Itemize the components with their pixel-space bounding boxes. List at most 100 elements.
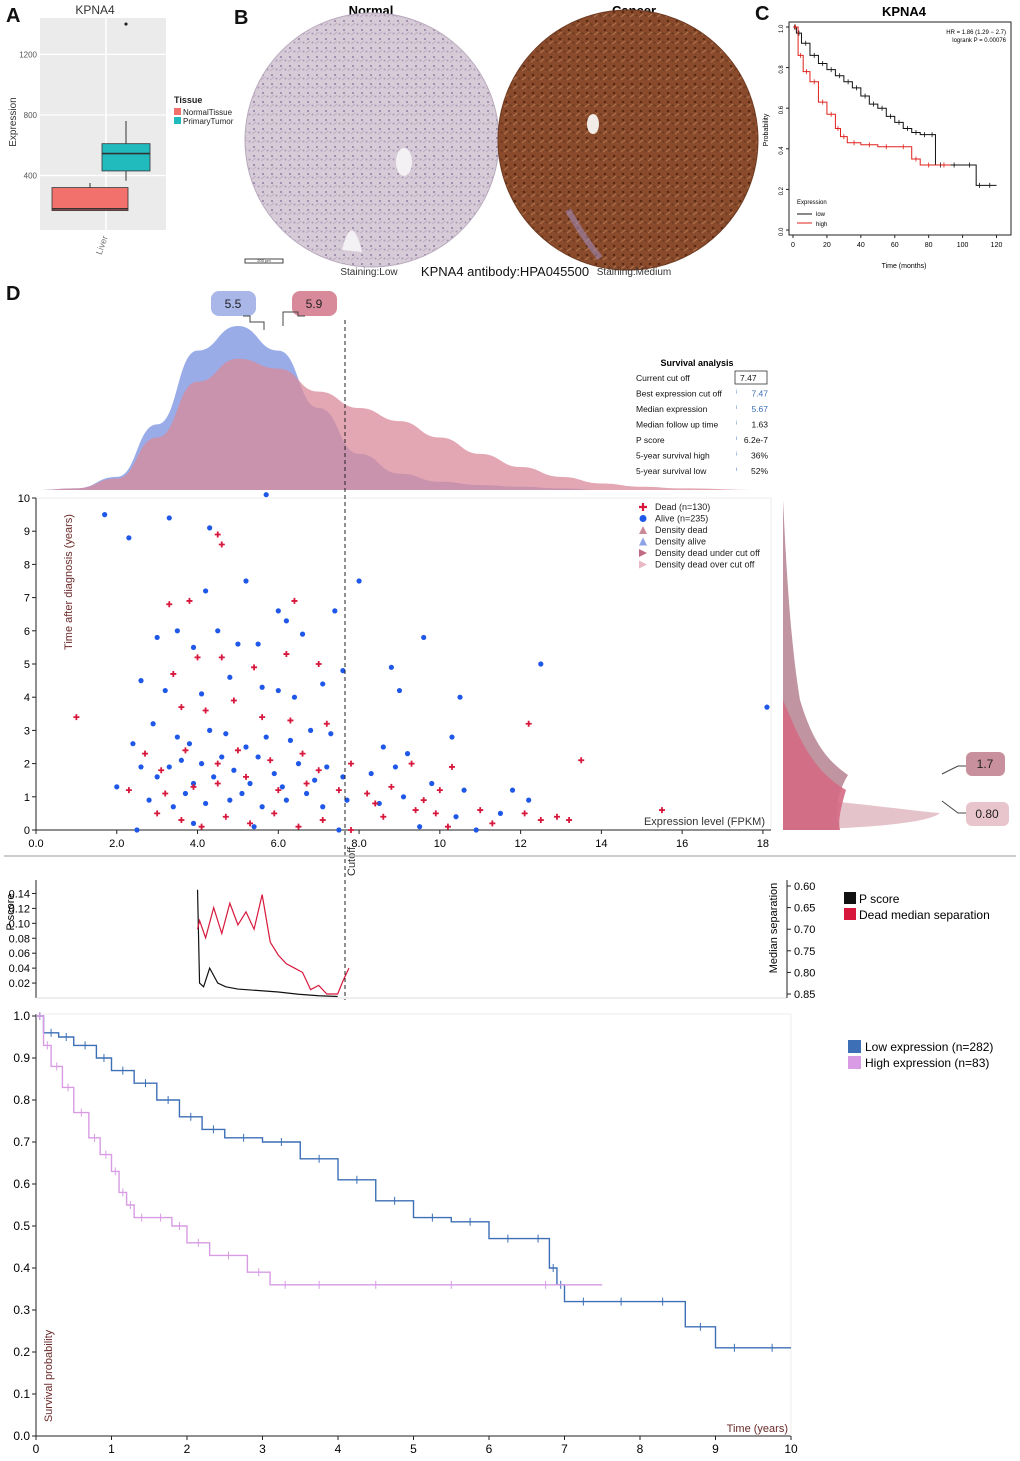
alive-point	[215, 628, 221, 634]
alive-point	[340, 774, 346, 780]
scatter-y-tick-label: 9	[24, 526, 30, 538]
scatter-x-tick-label: 4.0	[190, 838, 205, 850]
scatter-y-tick-label: 2	[24, 759, 30, 771]
alive-point	[182, 790, 189, 797]
legend-mark-density	[639, 526, 647, 534]
alive-point	[275, 608, 281, 614]
dead-point	[234, 747, 241, 754]
right-density-over-badge	[966, 802, 1009, 826]
box-PrimaryTumor	[101, 143, 151, 172]
median-separation-line	[196, 894, 350, 995]
right-density-under-value: 1.7	[977, 757, 994, 771]
km-c-curves	[793, 24, 997, 188]
dead-point	[178, 704, 185, 711]
km-x-tick-label: 1	[108, 1442, 115, 1456]
density-dead-connector	[282, 311, 305, 326]
pscore-y-label: P score	[5, 893, 17, 930]
survival-row-info-icon: i	[736, 436, 737, 442]
alive-point	[461, 787, 467, 793]
km-c-y-tick-label: 0.4	[779, 146, 785, 155]
scatter-x-tick-label: 12	[514, 838, 526, 850]
alive-point	[170, 804, 176, 810]
panel-b-label: B	[234, 7, 248, 29]
alive-point	[328, 731, 334, 737]
km-c-title: KPNA4	[882, 4, 927, 19]
alive-point	[320, 681, 326, 687]
alive-point	[453, 814, 459, 820]
dead-point	[408, 760, 415, 767]
density-alive-value: 5.5	[225, 297, 242, 311]
alive-point	[308, 727, 314, 734]
scatter-legend-label: Density dead under cut off	[655, 548, 760, 558]
panel-c-km: C KPNA4 HR = 1.86 (1.29 − 2.7) logrank P…	[755, 3, 1012, 270]
right-density-over-value: 0.80	[975, 807, 999, 821]
km-c-y-tick-label: 0.8	[779, 65, 785, 74]
scatter-legend-label: Alive (n=235)	[655, 514, 708, 524]
dead-point	[194, 654, 201, 661]
ihc-cancer-vessel	[587, 114, 599, 134]
km-y-tick-label: 0.7	[13, 1135, 30, 1149]
dead-point	[303, 780, 310, 787]
alive-point	[146, 797, 152, 803]
alive-point	[190, 780, 197, 787]
km-x-tick-label: 6	[486, 1442, 493, 1456]
survival-row-info-icon: i	[736, 390, 737, 396]
survival-cutoff-input	[734, 370, 768, 385]
km-c-hr: HR = 1.86 (1.29 − 2.7)	[946, 30, 1006, 36]
legend-label-tumor: PrimaryTumor	[183, 117, 234, 126]
alive-point	[166, 764, 172, 770]
km-y-tick-label: 0.1	[13, 1387, 30, 1401]
km-c-frame	[788, 21, 1012, 236]
km-c-y-tick-label: 1.0	[779, 24, 785, 33]
dead-point	[295, 823, 302, 830]
scatter-y-tick-label: 4	[24, 692, 30, 704]
dead-point	[267, 757, 274, 764]
alive-point	[291, 694, 298, 700]
km-x-tick-label: 2	[184, 1442, 191, 1456]
dead-point	[553, 813, 560, 820]
scatter-x-tick-label: 6.0	[271, 838, 286, 850]
pscore-left-tick-label: 0.06	[9, 948, 30, 960]
alive-point	[764, 704, 770, 710]
alive-point	[396, 687, 403, 694]
km-y-tick-label: 0.2	[13, 1345, 30, 1359]
dead-point	[214, 780, 221, 787]
alive-point	[223, 731, 229, 737]
scatter-legend-label: Dead (n=130)	[655, 502, 710, 512]
right-density-dead-area	[783, 700, 846, 830]
survival-row-info-icon: i	[736, 452, 737, 458]
scatter-y-tick-label: 6	[24, 626, 30, 638]
pscore-legend-swatch	[844, 892, 856, 904]
alive-point	[227, 674, 233, 680]
survival-row-value: 52%	[751, 466, 768, 476]
km-x-tick-label: 0	[33, 1442, 40, 1456]
dead-point	[335, 787, 342, 794]
alive-point	[203, 588, 209, 594]
panel-b-ihc: B Normal Cancer 200 µm Staining:Low Stai…	[234, 3, 759, 279]
km-y-tick-label: 0.4	[13, 1261, 30, 1275]
scatter-x-tick-label: 2.0	[109, 838, 124, 850]
survival-table-title: Survival analysis	[660, 358, 733, 368]
survival-row-value: 7.47	[751, 389, 768, 399]
pscore-left-tick-label: 0.14	[9, 888, 30, 900]
ihc-normal-gap	[342, 230, 362, 252]
alive-point	[324, 764, 330, 770]
dead-point	[251, 664, 258, 671]
km-ticks: 0 1 2 3 4 5 6 7 8 9 10 0.0 0.1 0.2 0.3 0.4 0.5 0.6 0.7 0.8 0…	[13, 1009, 798, 1456]
boxplot-y-tick-label: 800	[24, 111, 38, 120]
km-x-tick-label: 10	[784, 1442, 798, 1456]
survival-row-info-icon: i	[736, 405, 737, 411]
dead-point	[436, 787, 443, 794]
dead-point	[186, 597, 193, 604]
dead-point	[178, 817, 185, 824]
dead-point	[202, 707, 209, 714]
median-sep-legend-swatch	[844, 908, 856, 920]
dead-point	[444, 823, 451, 830]
alive-point	[340, 668, 346, 674]
alive-point	[198, 761, 205, 767]
alive-point	[271, 770, 277, 777]
alive-point	[283, 797, 289, 803]
km-c-x-tick-label: 60	[891, 242, 899, 249]
dead-point	[214, 531, 221, 538]
